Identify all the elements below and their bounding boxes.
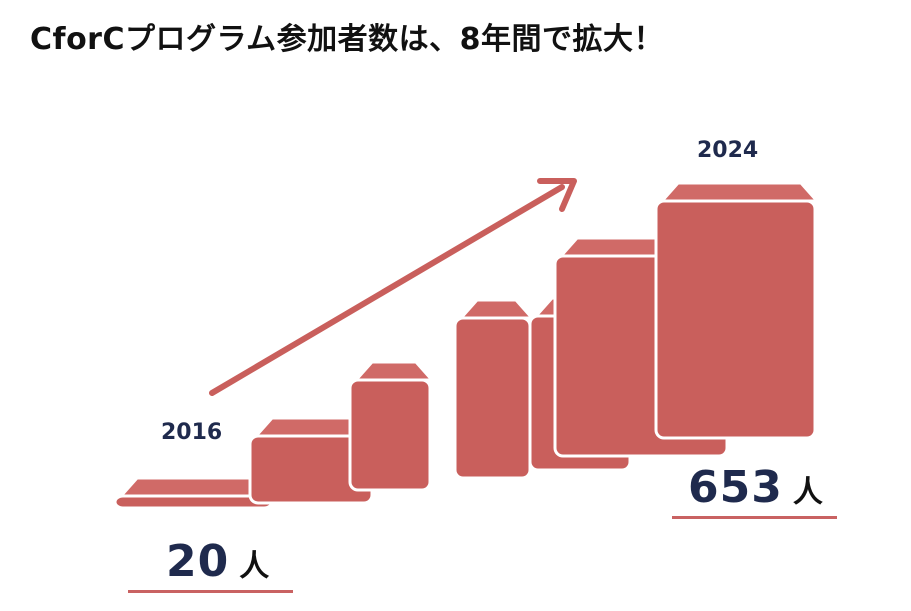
trend-arrow-shaft — [209, 184, 565, 396]
trend-arrow-head — [537, 178, 577, 212]
step-bar-front — [113, 494, 274, 510]
step-bar-top — [459, 298, 534, 320]
chart-title: CforCプログラム参加者数は、8年間で拡大！ — [30, 22, 664, 57]
step-bar — [654, 181, 819, 440]
start-count: 20 人 — [166, 536, 269, 587]
start-count-value: 20 — [166, 536, 230, 587]
step-bar — [348, 360, 434, 492]
start-year-label: 2016 — [161, 420, 223, 445]
end-year-label: 2024 — [697, 138, 759, 163]
end-count: 653 人 — [688, 462, 823, 513]
end-count-unit: 人 — [792, 475, 823, 510]
step-bar — [453, 298, 534, 480]
step-bar-front — [348, 378, 432, 492]
step-bar-top — [354, 360, 434, 382]
trend-arrow — [209, 178, 577, 396]
start-count-unit: 人 — [239, 549, 270, 584]
end-count-underline — [672, 516, 837, 519]
start-count-underline — [128, 590, 293, 593]
step-bar-front — [654, 199, 817, 440]
end-count-value: 653 — [688, 462, 783, 513]
step-bar-top — [660, 181, 819, 203]
step-bar-front — [453, 316, 532, 480]
bars-group — [113, 181, 819, 510]
